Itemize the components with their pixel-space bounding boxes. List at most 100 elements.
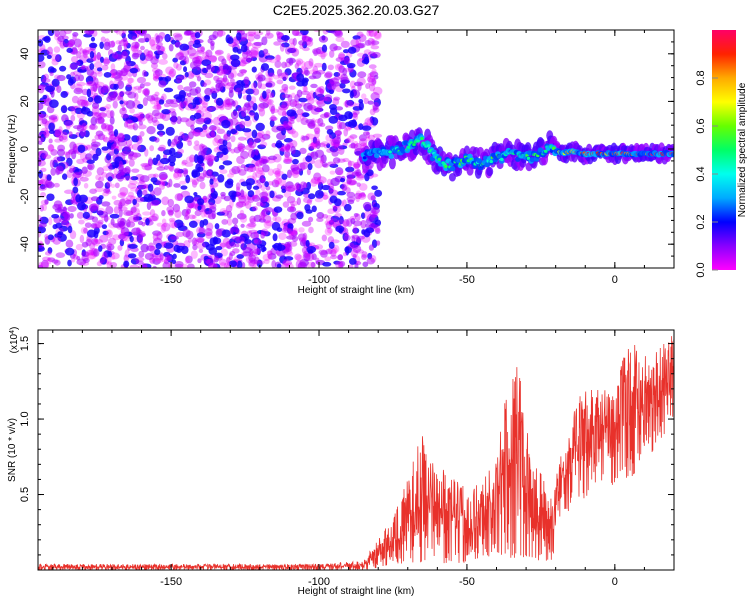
noise-cell: [324, 71, 333, 78]
noise-cell: [245, 31, 256, 37]
noise-cell: [244, 115, 251, 122]
noise-cell: [94, 117, 105, 125]
noise-cell: [251, 66, 257, 73]
noise-cell: [181, 161, 187, 166]
noise-cell: [108, 135, 114, 143]
noise-cell: [59, 41, 66, 49]
noise-cell: [282, 76, 287, 81]
noise-cell: [215, 245, 223, 251]
noise-cell: [196, 241, 206, 250]
noise-cell: [202, 102, 208, 109]
noise-cell: [54, 30, 60, 38]
noise-cell: [272, 74, 280, 80]
noise-cell: [177, 51, 184, 57]
noise-cell: [193, 144, 204, 151]
noise-cell: [177, 84, 184, 91]
noise-cell: [269, 190, 275, 199]
noise-cell: [224, 180, 234, 189]
noise-cell: [53, 182, 60, 188]
noise-cell: [125, 84, 133, 92]
noise-cell: [49, 159, 55, 169]
noise-cell: [349, 134, 358, 139]
noise-cell: [296, 197, 302, 206]
noise-cell: [327, 246, 338, 255]
noise-cell: [307, 96, 315, 105]
noise-cell: [134, 41, 139, 49]
colorbar-tick-label: 0.4: [695, 166, 707, 181]
noise-cell: [333, 45, 342, 51]
noise-cell: [246, 42, 253, 47]
noise-cell: [174, 167, 182, 174]
signal-body: [537, 147, 544, 153]
noise-cell: [298, 40, 306, 46]
noise-cell: [240, 150, 249, 160]
signal-body: [476, 158, 483, 164]
noise-cell: [143, 49, 150, 57]
noise-cell: [51, 259, 59, 264]
noise-cell: [333, 96, 341, 101]
noise-cell: [356, 182, 361, 187]
noise-cell: [117, 44, 122, 52]
noise-cell: [97, 71, 103, 77]
noise-cell: [170, 116, 177, 125]
noise-cell: [198, 227, 206, 235]
noise-cell: [223, 195, 231, 202]
noise-cell: [348, 112, 353, 119]
noise-cell: [129, 180, 138, 185]
noise-cell: [352, 227, 360, 234]
noise-cell: [214, 255, 219, 263]
noise-cell: [253, 80, 258, 89]
noise-cell: [141, 190, 148, 196]
noise-cell: [88, 30, 95, 35]
noise-cell: [250, 151, 261, 160]
noise-cell: [212, 263, 221, 268]
noise-cell: [240, 223, 245, 228]
noise-cell: [129, 107, 135, 114]
noise-cell: [327, 220, 335, 225]
noise-cell: [287, 218, 297, 225]
noise-cell: [351, 234, 360, 239]
noise-cell: [105, 205, 114, 215]
noise-cell: [156, 103, 162, 111]
x-tick-label: -100: [308, 274, 330, 286]
noise-cell: [345, 166, 355, 173]
noise-cell: [218, 262, 227, 268]
noise-cell: [117, 95, 124, 101]
noise-cell: [146, 95, 156, 102]
noise-cell: [338, 261, 344, 268]
noise-cell: [222, 74, 228, 83]
y-tick-label: 40: [19, 48, 31, 60]
noise-cell: [125, 115, 135, 124]
noise-cell: [117, 139, 128, 147]
noise-cell: [117, 133, 125, 142]
noise-cell: [146, 125, 156, 135]
noise-cell: [77, 144, 86, 154]
noise-cell: [86, 88, 92, 98]
noise-cell: [286, 206, 297, 213]
noise-cell: [307, 163, 313, 171]
noise-cell: [273, 177, 283, 185]
noise-cell: [260, 159, 269, 164]
noise-cell: [91, 238, 99, 245]
noise-cell: [63, 119, 73, 126]
noise-cell: [205, 153, 215, 162]
noise-cell: [146, 201, 152, 211]
noise-cell: [228, 190, 238, 198]
noise-cell: [257, 144, 266, 150]
noise-cell: [84, 222, 92, 229]
noise-cell: [374, 189, 383, 197]
signal-core: [489, 159, 493, 164]
noise-cell: [159, 252, 164, 261]
noise-cell: [263, 258, 270, 265]
noise-cell: [199, 143, 205, 152]
colorbar-label: Normalized spectral amplitude: [737, 82, 748, 217]
noise-cell: [250, 56, 258, 62]
noise-cell: [369, 72, 375, 81]
noise-cell: [38, 214, 43, 224]
noise-cell: [193, 112, 202, 120]
noise-cell: [157, 146, 166, 152]
noise-cell: [281, 144, 287, 150]
noise-cell: [79, 48, 85, 55]
noise-cell: [257, 137, 266, 142]
noise-cell: [48, 116, 56, 124]
